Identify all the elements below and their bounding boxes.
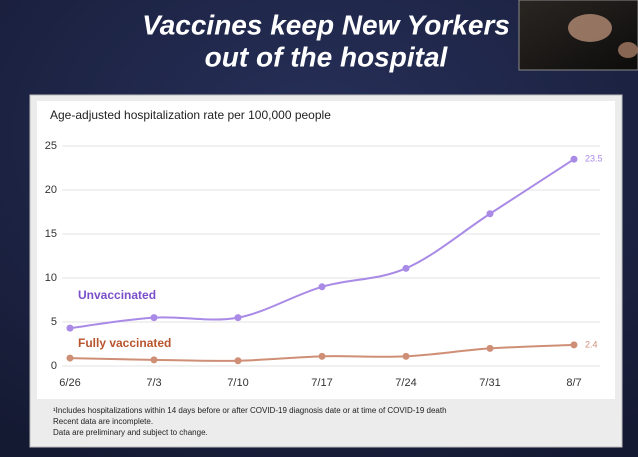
data-point [234,314,242,322]
y-tick-label: 20 [45,184,57,196]
x-tick-label: 8/7 [566,377,581,389]
data-point [150,356,158,364]
x-tick-label: 7/3 [146,377,161,389]
data-point [150,314,158,322]
data-point [66,354,74,362]
x-tick-label: 7/10 [227,377,248,389]
plot-area [37,101,615,399]
slide-title: Vaccines keep New Yorkers [142,9,510,40]
data-label: 23.5 [585,154,603,164]
x-tick-label: 6/26 [59,377,80,389]
y-tick-label: 0 [51,360,57,372]
footnote: ¹Includes hospitalizations within 14 day… [53,406,447,415]
x-tick-label: 7/17 [311,377,332,389]
footnote: Recent data are incomplete. [53,417,153,426]
chart-title: Age-adjusted hospitalization rate per 10… [50,108,331,122]
data-label: 2.4 [585,339,598,349]
data-point [570,341,578,349]
data-point [402,352,410,360]
legend-label: Unvaccinated [78,288,156,302]
footnote: Data are preliminary and subject to chan… [53,428,208,437]
data-point [486,210,494,218]
legend-label: Fully vaccinated [78,336,171,350]
data-point [318,352,326,360]
data-point [570,155,578,163]
data-point [486,344,494,352]
data-point [402,264,410,272]
y-tick-label: 10 [45,272,57,284]
y-tick-label: 5 [51,316,57,328]
slide-title: out of the hospital [205,41,449,72]
video-inset [518,0,638,71]
y-tick-label: 25 [45,140,57,152]
y-tick-label: 15 [45,228,57,240]
x-tick-label: 7/24 [395,377,416,389]
x-tick-label: 7/31 [479,377,500,389]
data-point [66,324,74,332]
data-point [234,357,242,365]
data-point [318,283,326,291]
plot: 0 5 10 15 20 25 6/26 7/3 7/10 7/17 7/24 7/31 8/7 23.5… [45,140,603,389]
